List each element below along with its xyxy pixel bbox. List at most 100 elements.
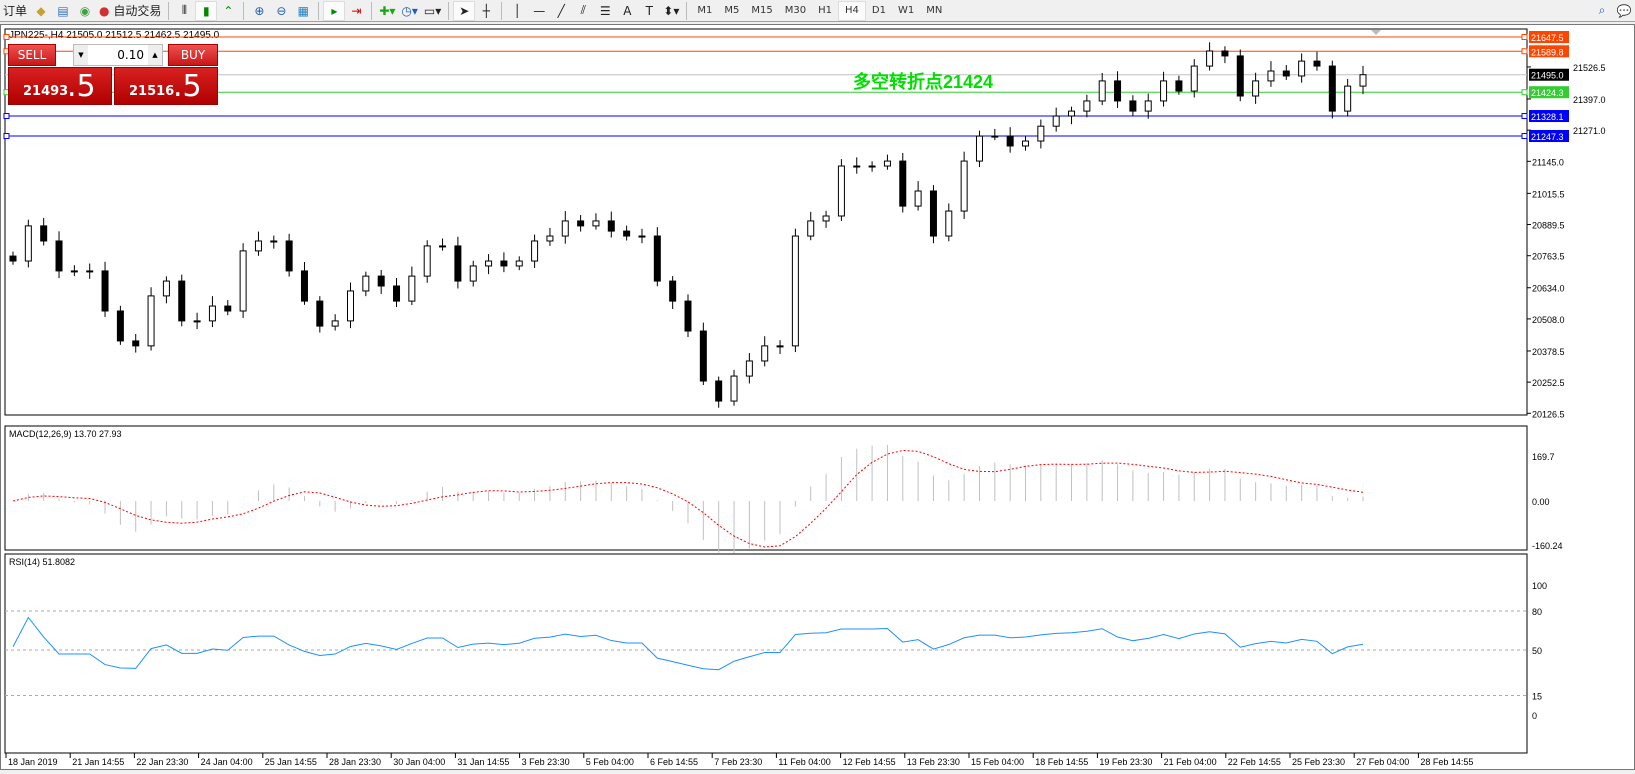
zoom-out-icon[interactable]: ⊖ [276,3,287,18]
lot-size-field[interactable]: ▼ ▲ [73,44,163,66]
shift-marker-icon[interactable] [1371,30,1381,35]
chart-annotation[interactable]: 多空转折点21424 [853,71,993,92]
candle [1282,65,1290,80]
lot-increase-icon[interactable]: ▲ [148,45,162,65]
time-tick: 11 Feb 04:00 [778,757,830,767]
candle [24,219,32,268]
timeframe-m1[interactable]: M1 [697,5,713,16]
chart-window[interactable]: JPN225-,H4 21505.0 21512.5 21462.5 21495… [0,24,1635,770]
candle [1098,72,1106,106]
chat-icon[interactable]: 💬 [1616,3,1632,18]
timeframe-m5[interactable]: M5 [724,5,740,16]
zoom-in-icon[interactable]: ⊕ [254,3,265,18]
buy-price-main: 21516 [129,84,175,99]
candle [577,215,585,232]
candle [669,276,677,310]
timeframe-m15[interactable]: M15 [751,5,773,16]
candle [147,287,155,351]
rsi-line [12,616,1364,671]
price-label: 21247.3 [1531,132,1564,142]
tile-windows-icon[interactable]: ▦ [297,3,310,18]
price-tick: 20763.5 [1532,252,1565,262]
lot-decrease-icon[interactable]: ▼ [74,45,88,65]
cursor-icon[interactable]: ➤ [453,0,476,21]
autoscroll-icon[interactable]: ▸ [323,0,346,21]
time-tick: 3 Feb 23:30 [522,757,570,767]
time-tick: 27 Feb 04:00 [1356,757,1409,767]
buy-price[interactable]: 21516.5 [114,67,218,105]
time-tick: 15 Feb 04:00 [971,757,1024,767]
timeframe-mn[interactable]: MN [926,5,943,16]
fibonacci-icon[interactable]: ☰ [599,3,611,18]
price-label: 21424.3 [1531,88,1564,98]
candle [254,231,262,256]
timeframe-d1[interactable]: D1 [871,5,886,16]
candle [40,217,48,246]
horizontal-line-icon[interactable]: — [533,3,546,18]
timeframe-h4[interactable]: H4 [837,0,866,21]
price-tick: 20889.5 [1532,221,1565,231]
terminal-icon[interactable]: ▤ [57,3,69,18]
candle [408,266,416,306]
buy-button[interactable]: BUY [168,44,218,66]
candle [270,235,278,249]
candle [162,276,170,304]
candle [822,210,830,228]
timeframe-w1[interactable]: W1 [897,5,915,16]
folder-icon[interactable]: ◆ [36,3,46,18]
rsi-tick: 0 [1532,711,1537,721]
candle [638,228,646,244]
candle [239,243,247,318]
timeframe-h1[interactable]: H1 [818,5,832,16]
price-label-bg [1529,68,1569,81]
candle [561,211,569,244]
candle [1267,61,1275,87]
text-icon[interactable]: A [623,3,632,18]
periods-icon[interactable]: ◷▾ [401,3,418,18]
time-tick: 31 Jan 14:55 [457,757,509,767]
candle [914,181,922,211]
text-label-icon[interactable]: T [645,3,653,18]
bar-chart-icon[interactable]: ⫴ [181,3,187,17]
time-tick: 18 Jan 2019 [8,757,58,767]
main-panel [4,28,1528,416]
candle [1160,71,1168,107]
price-chart[interactable]: JPN225-,H4 21505.0 21512.5 21462.5 21495… [1,25,1634,769]
sell-price-main: 21493 [23,84,69,99]
candle [592,213,600,230]
rsi-panel [4,553,1528,754]
trendline-icon[interactable]: ╱ [557,3,565,18]
candle [469,260,477,287]
timeframe-m30[interactable]: M30 [784,5,807,16]
candle [653,227,661,287]
candle [423,240,431,283]
line-chart-icon[interactable]: ⌃ [223,3,234,18]
templates-icon[interactable]: ▭▾ [423,3,442,18]
arrows-icon[interactable]: ⬍▾ [663,3,680,18]
candle [684,294,692,337]
rsi-tick: 50 [1532,646,1542,656]
candlestick-icon[interactable]: ▮ [195,0,218,21]
candle [454,236,462,289]
search-icon[interactable]: ⌕ [1598,3,1606,17]
rsi-tick: 80 [1532,607,1542,617]
new-order-button[interactable]: 订单 [3,4,28,18]
macd-tick: 0.00 [1532,497,1550,507]
indicators-icon[interactable]: ✚▾ [379,3,396,18]
candle [791,228,799,353]
price-tick: 21271.0 [1573,126,1606,136]
candle [1298,53,1306,83]
equidistant-channel-icon[interactable]: ⫽ [580,3,586,17]
crosshair-icon[interactable]: ┼ [482,3,490,18]
vertical-line-icon[interactable]: │ [513,3,521,18]
candle [116,305,124,345]
candle [316,296,324,333]
lot-input[interactable] [88,48,148,62]
time-tick: 5 Feb 04:00 [586,757,634,767]
sell-price[interactable]: 21493.5 [8,67,112,105]
chart-shift-icon[interactable]: ⇥ [351,3,362,18]
signal-icon[interactable]: ◉ [79,3,91,18]
auto-trading-button[interactable]: ● 自动交易 [96,1,164,21]
sell-button[interactable]: SELL [8,44,56,66]
candle [837,159,845,221]
